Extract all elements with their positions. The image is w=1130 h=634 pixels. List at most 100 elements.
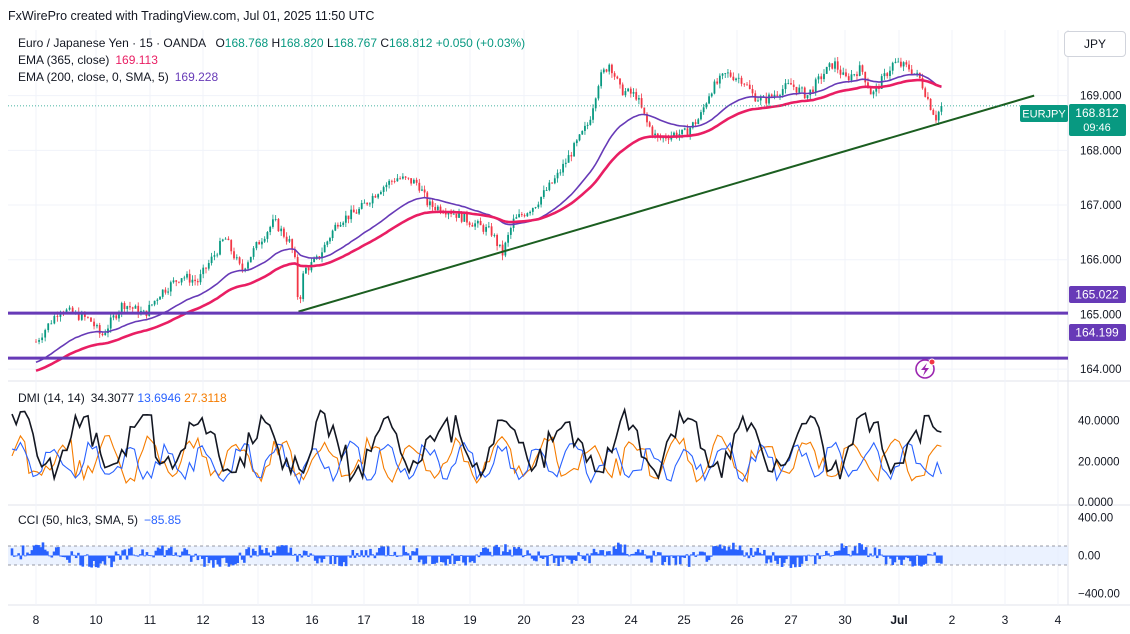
candle-body	[159, 296, 161, 300]
dmi-minus-value: 27.3118	[184, 391, 227, 405]
cci-bar	[318, 555, 321, 559]
cci-bar	[35, 544, 38, 556]
cci-bar	[856, 553, 859, 556]
cci-bar	[426, 555, 430, 557]
candle-body	[823, 73, 825, 80]
cci-bar	[30, 550, 34, 556]
cci-bar	[32, 545, 36, 556]
legend-symbol-title: Euro / Japanese Yen · 15 · OANDA	[18, 36, 207, 50]
candle-body	[635, 92, 638, 100]
cci-bar	[789, 555, 793, 568]
cci-bar	[709, 555, 713, 557]
candle-body	[142, 310, 145, 312]
candle-body	[35, 341, 37, 343]
time-tick-label: 24	[624, 613, 638, 627]
candle-body	[120, 303, 123, 313]
candle-body	[388, 180, 391, 185]
candle-body	[673, 132, 675, 136]
cci-bar	[665, 555, 669, 557]
cci-bar	[659, 552, 662, 556]
candle-body	[545, 190, 548, 191]
cci-bar	[767, 555, 771, 560]
cci-bar	[763, 549, 766, 556]
candle-body	[401, 176, 404, 179]
legend-open: 168.768	[224, 36, 269, 50]
candle-body	[379, 191, 382, 195]
cci-bar	[524, 555, 527, 556]
cci-bar	[528, 553, 532, 556]
cci-bar	[371, 554, 374, 556]
cci-bar	[893, 555, 897, 563]
candle-body	[619, 78, 621, 85]
cci-bar	[743, 555, 746, 557]
cci-bar	[201, 555, 204, 559]
ema200-legend[interactable]: EMA (200, close, 0, SMA, 5) 169.228	[18, 70, 219, 84]
cci-bar	[875, 555, 879, 559]
cci-bar	[358, 555, 361, 557]
candle-body	[740, 77, 743, 84]
cci-bar	[935, 555, 939, 563]
cci-bar	[619, 544, 622, 556]
cci-bar	[871, 555, 875, 557]
cci-bar	[409, 555, 412, 561]
cci-tick-label: −400.00	[1078, 589, 1120, 601]
cci-bar	[774, 555, 777, 561]
candle-body	[526, 213, 529, 217]
candle-body	[407, 177, 410, 179]
cci-tick-label: 400.00	[1078, 513, 1113, 525]
candle-body	[415, 179, 418, 183]
candle-body	[921, 77, 924, 89]
cci-bar	[406, 553, 410, 556]
dmi-legend[interactable]: DMI (14, 14) 34.3077 13.6946 27.3118	[18, 391, 227, 405]
cci-bar	[324, 555, 328, 557]
cci-bar	[114, 551, 118, 556]
time-tick-label: 16	[305, 613, 319, 627]
cci-bar	[462, 555, 465, 563]
candle-body	[798, 87, 801, 93]
cci-bar	[320, 555, 324, 563]
cci-legend[interactable]: CCI (50, hlc3, SMA, 5) −85.85	[18, 513, 182, 527]
candle-body	[924, 88, 927, 97]
cci-bar	[776, 555, 779, 564]
candle-body	[908, 64, 910, 70]
dmi-plus-value: 13.6946	[137, 391, 181, 405]
cci-bar	[260, 549, 264, 556]
candle-body	[382, 187, 385, 192]
cci-bar	[413, 551, 417, 556]
cci-bar	[902, 555, 906, 560]
candle-body	[686, 128, 689, 136]
currency-button[interactable]: JPY	[1064, 31, 1126, 57]
cci-bar	[307, 555, 310, 557]
candle-body	[321, 252, 323, 259]
candle-body	[584, 125, 586, 131]
dmi-tick-label: 0.0000	[1078, 497, 1113, 509]
cci-bar	[386, 546, 390, 556]
svg-text:EURJPY: EURJPY	[1022, 109, 1066, 121]
cci-bar	[802, 555, 806, 557]
cci-bar	[510, 555, 514, 557]
cci-bar	[176, 555, 180, 557]
cci-bar	[123, 549, 127, 556]
cci-bar	[858, 543, 861, 556]
cci-bar	[172, 555, 175, 556]
candle-body	[288, 239, 291, 242]
candle-body	[368, 203, 371, 205]
cci-bar	[278, 546, 282, 556]
candle-body	[169, 282, 172, 292]
cci-bar	[771, 552, 775, 556]
cci-bar	[366, 555, 370, 558]
cci-bar	[178, 555, 182, 558]
candle-body	[831, 63, 834, 69]
cci-bar	[727, 546, 731, 556]
cci-bar	[844, 545, 848, 556]
cci-bar	[167, 548, 171, 556]
cci-bar	[384, 555, 388, 557]
cci-bar	[782, 555, 786, 563]
ema365-legend[interactable]: EMA (365, close) 169.113	[18, 53, 158, 67]
cci-bar	[643, 554, 647, 556]
candle-body	[537, 204, 540, 208]
cci-bar	[499, 554, 503, 556]
time-tick-label: 26	[730, 613, 744, 627]
lightning-icon[interactable]	[915, 358, 936, 379]
